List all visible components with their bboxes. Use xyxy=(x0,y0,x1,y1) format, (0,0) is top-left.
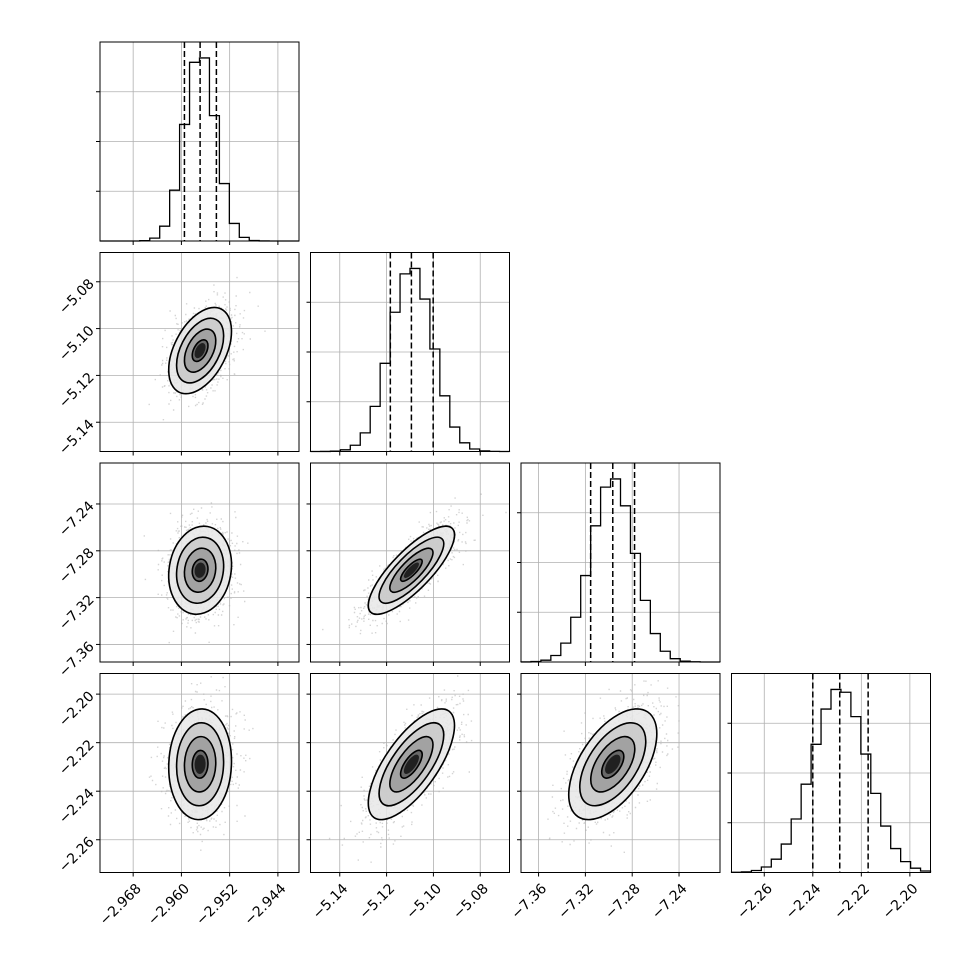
x-tick-label: −2.968 xyxy=(97,881,145,929)
contour-line xyxy=(191,749,209,779)
density-core xyxy=(605,754,621,774)
y-tick-label: −2.20 xyxy=(56,688,98,730)
contour-line xyxy=(183,735,217,793)
x-tick-label: −7.28 xyxy=(602,881,644,923)
contour-line xyxy=(167,708,233,821)
panel-frame xyxy=(310,673,510,873)
contour-line xyxy=(378,536,445,605)
contour-line xyxy=(191,558,209,583)
y-tick-label: −2.26 xyxy=(56,834,98,876)
contour-line xyxy=(367,525,456,616)
histogram-panel-2 xyxy=(306,252,511,456)
y-tick-label: −2.24 xyxy=(56,785,98,827)
contour-line xyxy=(600,749,625,779)
contour-line xyxy=(399,749,423,779)
y-tick-label: −7.24 xyxy=(56,498,98,540)
x-tick-label: −7.24 xyxy=(649,881,691,923)
y-tick-label: −5.10 xyxy=(56,323,98,365)
contour-line xyxy=(378,721,445,807)
contour-line xyxy=(191,339,209,363)
density-core xyxy=(403,754,419,774)
histogram-step xyxy=(730,688,932,873)
y-tick-label: −7.32 xyxy=(56,592,98,634)
histogram-panel-3 xyxy=(517,462,721,666)
contour-line xyxy=(183,547,217,594)
contour-line xyxy=(175,721,225,807)
y-tick-label: −7.36 xyxy=(56,639,98,681)
histogram-panel-1 xyxy=(96,41,300,245)
x-tick-label: −2.26 xyxy=(734,881,776,923)
contour-line xyxy=(167,525,233,616)
x-tick-label: −5.08 xyxy=(450,881,492,923)
contour-line xyxy=(589,735,636,793)
scatter-panel-2-1: −5.14 −5.12 −5.10 −5.08 xyxy=(56,252,300,459)
panel-frame xyxy=(99,252,300,452)
contour-line xyxy=(578,721,647,807)
scatter-panel-3-2 xyxy=(306,462,510,666)
contour-line xyxy=(175,317,225,384)
scatter-panel-3-1: −7.36 −7.32 −7.28 −7.24 xyxy=(56,462,300,681)
contour-line xyxy=(183,328,217,373)
x-tick-label: −7.36 xyxy=(509,881,551,923)
contour-line xyxy=(567,708,658,821)
contour-line xyxy=(389,547,434,594)
y-tick-label: −5.14 xyxy=(56,417,98,459)
panel-frame xyxy=(520,673,721,873)
scatter-panel-4-2: −5.14 −5.12 −5.10 −5.08 xyxy=(306,673,510,923)
x-tick-label: −2.22 xyxy=(831,881,873,923)
y-tick-label: −5.12 xyxy=(56,370,98,412)
x-tick-label: −5.14 xyxy=(310,881,352,923)
y-tick-label: −7.28 xyxy=(56,545,98,587)
x-tick-label: −7.32 xyxy=(555,881,597,923)
y-tick-label: −2.22 xyxy=(56,737,98,779)
density-core xyxy=(403,562,419,578)
panel-frame xyxy=(99,462,300,663)
scatter-panel-4-3: −7.36 −7.32 −7.28 −7.24 xyxy=(509,673,721,923)
x-tick-label: −2.952 xyxy=(193,881,241,929)
x-tick-label: −2.24 xyxy=(783,881,825,923)
density-core xyxy=(194,343,206,359)
histogram-step xyxy=(309,267,511,453)
density-core xyxy=(194,562,206,578)
panel-frame xyxy=(99,673,300,873)
scatter-panel-4-1: −2.968 −2.960 −2.952 −2.944 −2.26 −2.24 −2.22 −… xyxy=(56,673,300,929)
contour-line xyxy=(367,708,456,821)
contour-line xyxy=(399,558,423,583)
y-tick-label: −5.08 xyxy=(56,276,98,318)
histogram-panel-4: −2.26 −2.24 −2.22 −2.20 xyxy=(727,673,932,923)
x-tick-label: −5.12 xyxy=(357,881,399,923)
contour-line xyxy=(175,536,225,605)
x-tick-label: −2.20 xyxy=(880,881,922,923)
contour-line xyxy=(389,735,434,793)
density-core xyxy=(194,754,206,774)
x-tick-label: −2.960 xyxy=(145,881,193,929)
x-tick-label: −2.944 xyxy=(242,881,290,929)
histogram-step xyxy=(520,478,721,663)
contour-line xyxy=(167,306,233,395)
panel-frame xyxy=(310,462,510,663)
x-tick-label: −5.10 xyxy=(403,881,445,923)
